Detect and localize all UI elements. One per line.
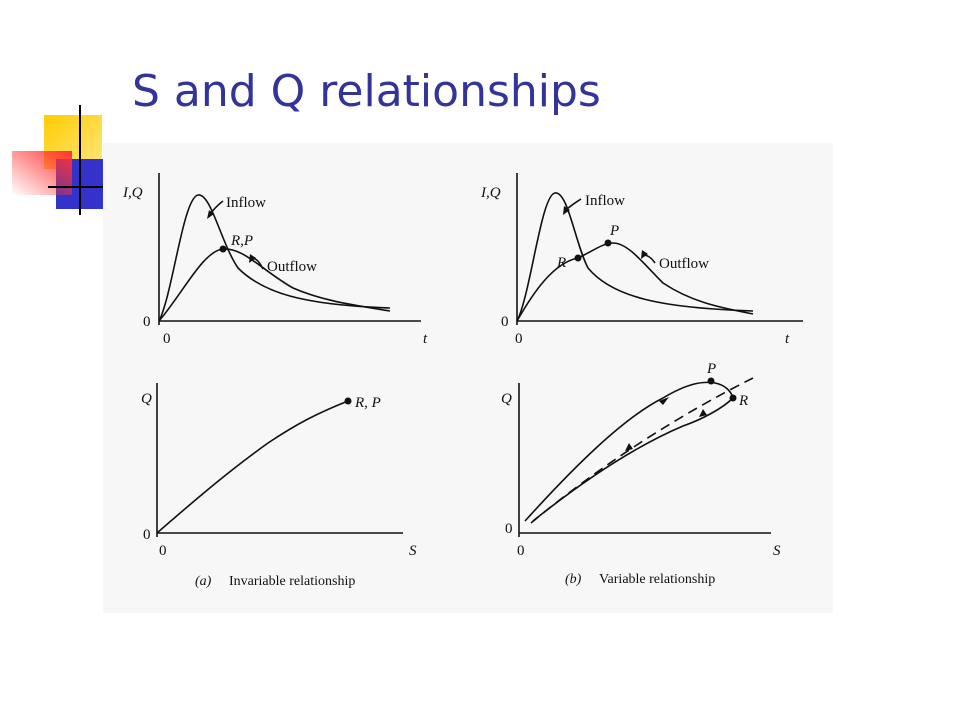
- a-bottom-rp-point: [344, 397, 352, 405]
- b-top-outflow-arrowhead: [641, 250, 648, 259]
- b-top-r-point: [574, 254, 582, 262]
- b-bottom-falling-arrow-2: [625, 443, 633, 451]
- a-bottom-x-label: S: [409, 543, 417, 559]
- b-top-inflow-label: Inflow: [585, 193, 625, 209]
- b-bottom-y-label: Q: [501, 391, 512, 407]
- b-top-origin: 0: [515, 331, 523, 347]
- a-bottom-origin-left: 0: [143, 527, 151, 543]
- a-top-x-label: t: [423, 331, 428, 347]
- a-top-origin: 0: [163, 331, 171, 347]
- a-bottom-point-label: R, P: [354, 395, 381, 411]
- b-bottom-p-label: P: [706, 361, 716, 377]
- b-top-inflow-curve: [516, 192, 754, 322]
- b-bottom-x-label: S: [773, 543, 781, 559]
- slide-title: S and Q relationships: [132, 66, 601, 117]
- b-top-y-label: I,Q: [480, 185, 501, 201]
- b-bottom-origin-left: 0: [505, 521, 513, 537]
- b-top-origin-left: 0: [501, 314, 509, 330]
- hydrograph-figure: I,Q Inflow R,P Outflow 0 0 t I,Q Inflow …: [103, 143, 833, 613]
- b-top-p-point: [604, 239, 612, 247]
- b-bottom-r-point: [729, 394, 737, 402]
- b-bottom-rising-arrow: [659, 397, 669, 405]
- b-top-inflow-arrowhead: [563, 206, 570, 215]
- a-top-y-label: I,Q: [122, 185, 143, 201]
- b-bottom-rising-limb: [524, 381, 734, 522]
- a-top-outflow-arrowhead: [249, 254, 256, 263]
- b-bottom-falling-arrow-1: [699, 409, 707, 417]
- a-top-outflow-label: Outflow: [267, 259, 317, 275]
- a-top-inflow-curve: [158, 194, 391, 322]
- b-top-p-label: P: [609, 223, 619, 239]
- b-top-outflow-curve: [516, 242, 754, 322]
- caption-a-letter: (a): [195, 574, 212, 589]
- a-top-rp-point: [219, 245, 227, 253]
- caption-b: Variable relationship: [599, 572, 715, 587]
- caption-a: Invariable relationship: [229, 574, 355, 589]
- deco-red-square: [12, 151, 72, 195]
- a-top-inflow-label: Inflow: [226, 195, 266, 211]
- caption-b-letter: (b): [565, 572, 582, 587]
- a-bottom-y-label: Q: [141, 391, 152, 407]
- b-bottom-p-point: [707, 377, 715, 385]
- b-top-outflow-label: Outflow: [659, 256, 709, 272]
- decorative-squares: [12, 105, 108, 215]
- a-bottom-sq-curve: [156, 400, 349, 534]
- b-top-x-label: t: [785, 331, 790, 347]
- b-top-r-label: R: [556, 255, 566, 271]
- a-top-point-label: R,P: [230, 233, 253, 249]
- a-top-outflow-curve: [158, 248, 391, 322]
- b-bottom-dashed-line: [530, 377, 754, 524]
- a-top-inflow-arrowhead: [207, 210, 214, 219]
- a-top-origin-left: 0: [143, 314, 151, 330]
- b-bottom-origin: 0: [517, 543, 525, 559]
- a-bottom-origin: 0: [159, 543, 167, 559]
- b-bottom-r-label: R: [738, 393, 748, 409]
